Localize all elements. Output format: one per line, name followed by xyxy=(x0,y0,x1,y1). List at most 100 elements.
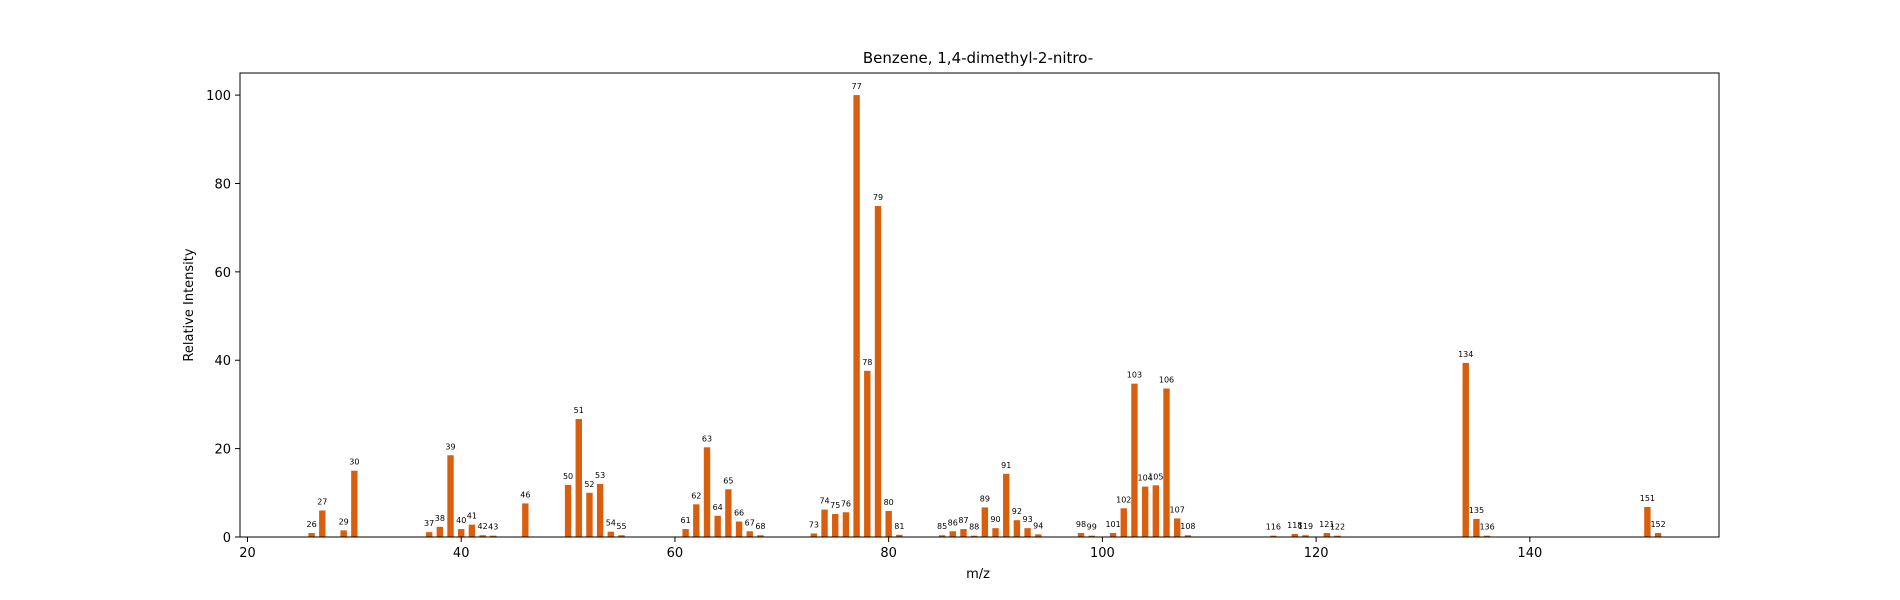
peak-bar-77 xyxy=(853,95,860,537)
peak-label-151: 151 xyxy=(1640,494,1655,503)
peak-bar-135 xyxy=(1473,518,1480,537)
peak-bar-101 xyxy=(1109,533,1117,537)
peak-label-85: 85 xyxy=(937,522,947,531)
peak-bar-61 xyxy=(682,529,689,537)
peak-bar-37 xyxy=(425,532,433,537)
peak-bar-43 xyxy=(490,535,497,537)
peak-bar-79 xyxy=(874,206,882,537)
peak-bar-46 xyxy=(522,503,529,537)
peak-label-78: 78 xyxy=(862,358,872,367)
peak-label-88: 88 xyxy=(969,523,979,532)
peak-bar-85 xyxy=(938,535,946,537)
peak-label-104: 104 xyxy=(1137,474,1152,483)
peak-label-119: 119 xyxy=(1298,522,1313,531)
peak-bar-152 xyxy=(1654,533,1662,537)
y-tick-label-40: 40 xyxy=(214,354,231,369)
peak-label-64: 64 xyxy=(713,503,723,512)
peak-label-122: 122 xyxy=(1330,523,1345,532)
peak-label-38: 38 xyxy=(435,514,445,523)
peak-label-77: 77 xyxy=(852,82,862,91)
peak-label-62: 62 xyxy=(691,491,701,500)
peak-bar-30 xyxy=(351,470,358,537)
peak-label-90: 90 xyxy=(990,515,1000,524)
peak-label-87: 87 xyxy=(958,516,968,525)
peak-bar-55 xyxy=(618,535,625,537)
peak-bar-54 xyxy=(607,531,615,537)
peak-bar-102 xyxy=(1120,508,1127,537)
x-tick-label-80: 80 xyxy=(880,546,897,561)
peak-label-27: 27 xyxy=(317,497,327,506)
x-tick-label-60: 60 xyxy=(667,546,684,561)
peak-bar-67 xyxy=(746,531,753,537)
peak-label-76: 76 xyxy=(841,499,851,508)
peak-bar-73 xyxy=(810,533,818,537)
y-tick-label-100: 100 xyxy=(206,89,231,104)
peak-bar-99 xyxy=(1088,535,1095,537)
peak-label-40: 40 xyxy=(456,516,466,525)
peak-label-89: 89 xyxy=(980,494,990,503)
peak-label-118: 118 xyxy=(1287,521,1302,530)
x-tick-label-140: 140 xyxy=(1517,546,1542,561)
chart-title: Benzene, 1,4-dimethyl-2-nitro- xyxy=(863,49,1093,67)
peak-label-79: 79 xyxy=(873,193,883,202)
peak-bar-53 xyxy=(596,483,604,537)
y-tick-label-60: 60 xyxy=(214,266,231,281)
peak-label-74: 74 xyxy=(819,497,829,506)
peak-bar-27 xyxy=(319,510,326,537)
peak-bar-39 xyxy=(447,455,454,537)
peak-bar-26 xyxy=(308,533,315,537)
x-tick-label-100: 100 xyxy=(1090,546,1115,561)
x-tick-label-40: 40 xyxy=(453,546,470,561)
peak-bar-63 xyxy=(703,447,711,537)
peak-label-98: 98 xyxy=(1076,520,1086,529)
peak-label-26: 26 xyxy=(307,520,317,529)
peak-label-63: 63 xyxy=(702,434,712,443)
peak-bar-103 xyxy=(1131,383,1138,537)
peak-label-43: 43 xyxy=(488,523,498,532)
peak-bar-76 xyxy=(842,512,850,537)
peak-label-65: 65 xyxy=(723,476,733,485)
peak-label-107: 107 xyxy=(1170,505,1185,514)
peak-label-103: 103 xyxy=(1127,371,1142,380)
peak-bar-91 xyxy=(1003,473,1010,537)
peak-bar-78 xyxy=(864,370,871,537)
peak-bar-105 xyxy=(1152,485,1160,537)
y-axis: 0 20 40 60 80 100 xyxy=(206,89,240,546)
peak-bar-121 xyxy=(1323,533,1331,537)
peak-bar-38 xyxy=(436,526,444,537)
peak-label-99: 99 xyxy=(1087,523,1097,532)
peak-label-105: 105 xyxy=(1148,472,1163,481)
x-axis-title: m/z xyxy=(966,567,990,582)
peak-label-52: 52 xyxy=(584,480,594,489)
peak-label-37: 37 xyxy=(424,519,434,528)
peak-label-94: 94 xyxy=(1033,521,1043,530)
peak-bar-94 xyxy=(1035,534,1042,537)
peak-label-80: 80 xyxy=(884,498,894,507)
peak-label-81: 81 xyxy=(894,522,904,531)
peak-label-61: 61 xyxy=(681,516,691,525)
peak-label-55: 55 xyxy=(616,522,626,531)
peak-label-67: 67 xyxy=(745,518,755,527)
peak-bar-51 xyxy=(575,419,582,537)
peak-label-106: 106 xyxy=(1159,376,1174,385)
peak-label-134: 134 xyxy=(1458,350,1473,359)
peak-label-41: 41 xyxy=(467,512,477,521)
peak-label-66: 66 xyxy=(734,509,744,518)
y-tick-label-0: 0 xyxy=(223,531,231,546)
peak-label-50: 50 xyxy=(563,472,573,481)
peak-label-75: 75 xyxy=(830,501,840,510)
peak-bar-136 xyxy=(1483,535,1491,537)
peak-label-46: 46 xyxy=(520,490,530,499)
peak-label-116: 116 xyxy=(1266,523,1281,532)
peak-label-92: 92 xyxy=(1012,507,1022,516)
peak-label-86: 86 xyxy=(948,518,958,527)
peak-bar-107 xyxy=(1174,518,1181,537)
peak-bar-118 xyxy=(1291,533,1298,537)
peak-bar-90 xyxy=(992,528,999,537)
peak-label-39: 39 xyxy=(445,442,455,451)
peak-label-135: 135 xyxy=(1469,506,1484,515)
peak-bar-75 xyxy=(832,514,839,537)
peak-bar-88 xyxy=(970,535,978,537)
